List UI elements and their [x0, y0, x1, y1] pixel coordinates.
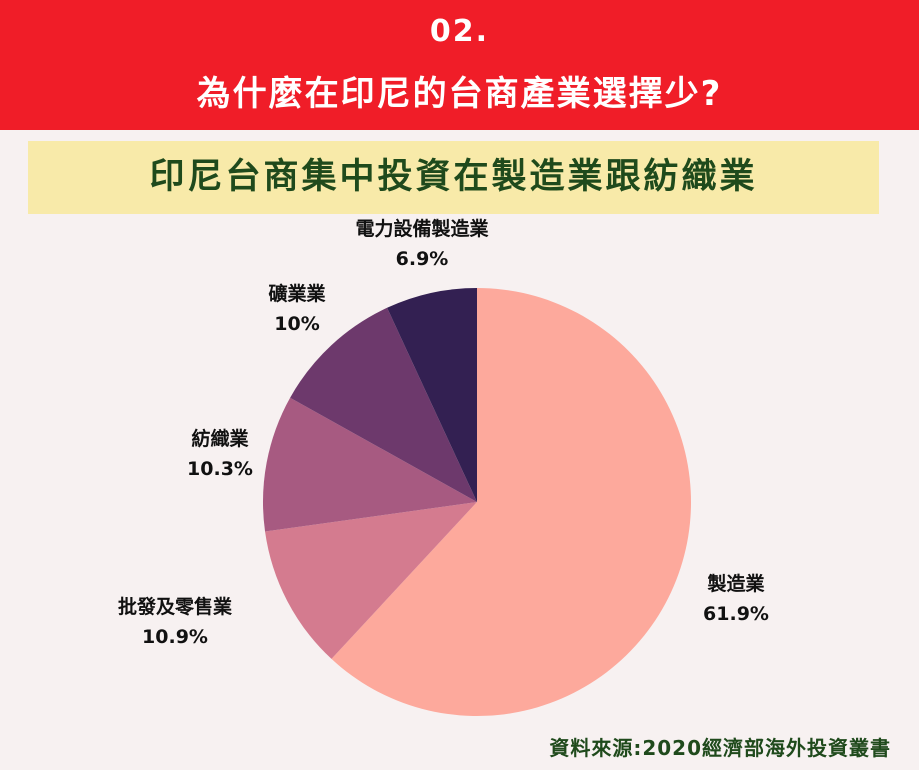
slice-label-manufacturing: 製造業 61.9%: [676, 569, 796, 629]
slice-label-value: 10%: [274, 313, 320, 335]
slice-label-name: 批發及零售業: [117, 596, 232, 618]
pie-chart-svg: [263, 288, 691, 716]
slice-textile: [263, 397, 477, 532]
slice-label-mining: 礦業業 10%: [237, 279, 357, 339]
page-title: 為什麼在印尼的台商產業選擇少?: [196, 74, 723, 114]
pie-chart: 製造業 61.9% 批發及零售業 10.9% 紡織業 10.3% 礦業業 10%…: [0, 214, 919, 734]
slice-label-textile: 紡織業 10.3%: [160, 424, 280, 484]
slice-label-name: 製造業: [707, 573, 765, 595]
slice-power-equipment: [387, 288, 477, 502]
slice-label-name: 紡織業: [191, 428, 249, 450]
slice-label-wholesale-retail: 批發及零售業 10.9%: [85, 592, 265, 652]
slice-label-name: 礦業業: [268, 283, 326, 305]
slice-mining: [290, 307, 477, 502]
slice-label-value: 6.9%: [395, 248, 449, 270]
slice-label-power-equipment: 電力設備製造業 6.9%: [322, 214, 522, 274]
slice-label-value: 10.9%: [142, 626, 208, 648]
slice-label-name: 電力設備製造業: [355, 218, 489, 240]
slice-wholesale-retail: [265, 502, 477, 659]
source-note: 資料來源:2020經濟部海外投資叢書: [549, 736, 891, 760]
section-number: 02.: [429, 14, 490, 49]
slice-label-value: 61.9%: [703, 603, 769, 625]
chart-subtitle: 印尼台商集中投資在製造業跟紡織業: [28, 141, 879, 214]
header-banner: 02. 為什麼在印尼的台商產業選擇少?: [0, 0, 919, 130]
slice-label-value: 10.3%: [187, 458, 253, 480]
slice-manufacturing: [331, 288, 691, 716]
